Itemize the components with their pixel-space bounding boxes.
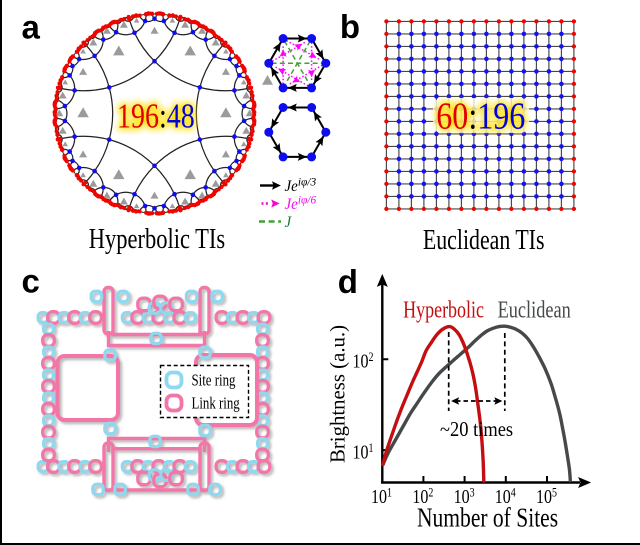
svg-text:Jeiφ/6: Jeiφ/6 [285,193,317,213]
svg-text:60:196: 60:196 [436,95,525,137]
svg-text:196:48: 196:48 [117,97,195,136]
svg-text:J: J [285,214,293,231]
svg-text:103: 103 [454,485,475,507]
svg-text:c: c [22,262,40,299]
svg-text:102: 102 [353,350,374,372]
svg-text:105: 105 [536,485,557,507]
svg-text:Number of Sites: Number of Sites [417,503,558,533]
svg-text:a: a [22,9,41,46]
svg-text:~20 times: ~20 times [440,418,513,441]
svg-text:b: b [340,8,360,45]
svg-text:Euclidean TIs: Euclidean TIs [423,224,545,255]
svg-text:Brightness (a.u.): Brightness (a.u.) [327,325,350,463]
svg-text:Hyperbolic TIs: Hyperbolic TIs [89,223,225,255]
svg-text:Euclidean: Euclidean [498,296,571,323]
svg-text:d: d [338,263,358,300]
svg-text:101: 101 [353,441,374,463]
svg-text:104: 104 [495,485,516,507]
svg-text:196:48: 196:48 [117,97,195,136]
svg-text:Jeiφ/3: Jeiφ/3 [285,175,317,195]
svg-text:Site ring: Site ring [192,372,236,390]
svg-text:60:196: 60:196 [436,95,525,137]
svg-text:101: 101 [371,485,392,507]
svg-text:Link ring: Link ring [192,395,241,413]
svg-text:Hyperbolic: Hyperbolic [403,296,484,323]
svg-text:102: 102 [412,485,433,507]
